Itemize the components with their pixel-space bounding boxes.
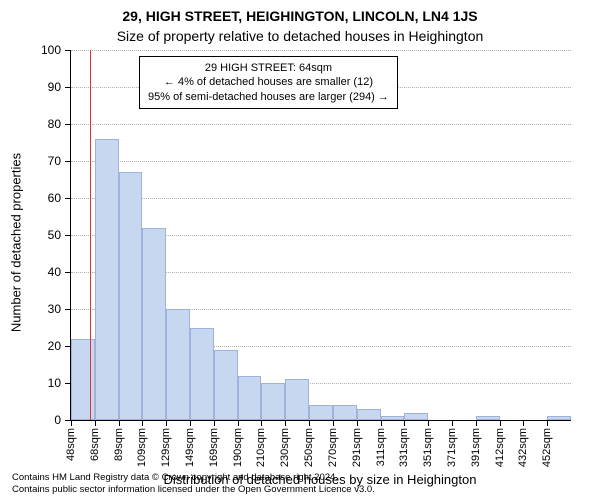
x-tick (547, 420, 548, 426)
y-axis-title: Number of detached properties (9, 153, 24, 332)
x-tick (523, 420, 524, 426)
x-tick-label: 270sqm (327, 428, 339, 467)
histogram-bar (547, 416, 571, 420)
grid-line (71, 198, 571, 199)
annotation-line: ← 4% of detached houses are smaller (12) (148, 75, 389, 89)
x-tick (142, 420, 143, 426)
chart-plot-area: 010203040506070809010048sqm68sqm89sqm109… (70, 50, 571, 421)
x-tick-label: 351sqm (422, 428, 434, 467)
x-tick-label: 432sqm (517, 428, 529, 467)
x-tick (428, 420, 429, 426)
y-tick-label: 90 (48, 80, 61, 94)
x-tick (309, 420, 310, 426)
histogram-bar (71, 339, 95, 420)
histogram-bar (214, 350, 238, 420)
annotation-line: 95% of semi-detached houses are larger (… (148, 90, 389, 104)
y-tick-label: 100 (41, 43, 61, 57)
x-tick-label: 371sqm (446, 428, 458, 467)
y-tick-label: 30 (48, 302, 61, 316)
y-tick (65, 50, 71, 51)
x-tick (476, 420, 477, 426)
histogram-bar (309, 405, 333, 420)
histogram-bar (95, 139, 119, 420)
x-tick-label: 190sqm (232, 428, 244, 467)
y-tick-label: 60 (48, 191, 61, 205)
histogram-bar (166, 309, 190, 420)
x-tick (238, 420, 239, 426)
chart-inner: 010203040506070809010048sqm68sqm89sqm109… (71, 50, 571, 420)
x-tick (261, 420, 262, 426)
y-tick-label: 80 (48, 117, 61, 131)
y-tick (65, 272, 71, 273)
y-tick (65, 235, 71, 236)
x-tick-label: 169sqm (208, 428, 220, 467)
y-tick-label: 10 (48, 376, 61, 390)
y-tick-label: 20 (48, 339, 61, 353)
x-tick (166, 420, 167, 426)
page-subtitle: Size of property relative to detached ho… (0, 28, 600, 44)
x-tick-label: 210sqm (255, 428, 267, 467)
page-title: 29, HIGH STREET, HEIGHINGTON, LINCOLN, L… (0, 8, 600, 24)
x-tick (357, 420, 358, 426)
histogram-bar (261, 383, 285, 420)
y-tick (65, 124, 71, 125)
histogram-bar (238, 376, 262, 420)
footer-line2: Contains public sector information licen… (12, 484, 375, 496)
x-tick-label: 89sqm (113, 428, 125, 461)
x-tick-label: 250sqm (303, 428, 315, 467)
histogram-bar (381, 416, 405, 420)
x-tick-label: 48sqm (65, 428, 77, 461)
x-tick-label: 391sqm (470, 428, 482, 467)
x-tick-label: 311sqm (375, 428, 387, 466)
y-tick (65, 87, 71, 88)
histogram-bar (357, 409, 381, 420)
x-tick-label: 129sqm (160, 428, 172, 467)
y-tick (65, 161, 71, 162)
x-tick-label: 331sqm (398, 428, 410, 467)
histogram-bar (285, 379, 309, 420)
grid-line (71, 50, 571, 51)
x-tick (333, 420, 334, 426)
y-tick (65, 309, 71, 310)
y-tick-label: 70 (48, 154, 61, 168)
x-tick-label: 149sqm (184, 428, 196, 467)
reference-line (90, 50, 91, 420)
grid-line (71, 161, 571, 162)
x-tick-label: 68sqm (89, 428, 101, 461)
annotation-line: 29 HIGH STREET: 64sqm (148, 61, 389, 75)
histogram-bar (190, 328, 214, 421)
x-tick (119, 420, 120, 426)
x-tick (95, 420, 96, 426)
y-tick-label: 50 (48, 228, 61, 242)
x-tick-label: 291sqm (351, 428, 363, 467)
histogram-bar (404, 413, 428, 420)
histogram-bar (333, 405, 357, 420)
histogram-bar (119, 172, 143, 420)
x-tick-label: 452sqm (541, 428, 553, 467)
y-tick-label: 0 (54, 413, 61, 427)
annotation-box: 29 HIGH STREET: 64sqm← 4% of detached ho… (139, 56, 398, 109)
x-tick (500, 420, 501, 426)
x-tick-label: 109sqm (136, 428, 148, 467)
x-tick-label: 230sqm (279, 428, 291, 467)
x-tick (190, 420, 191, 426)
x-tick (285, 420, 286, 426)
footer-line1: Contains HM Land Registry data © Crown c… (12, 472, 375, 484)
histogram-bar (142, 228, 166, 420)
x-tick (381, 420, 382, 426)
y-axis-title-wrap: Number of detached properties (6, 50, 26, 420)
y-tick (65, 198, 71, 199)
x-tick (71, 420, 72, 426)
x-tick (404, 420, 405, 426)
footer-attribution: Contains HM Land Registry data © Crown c… (12, 472, 375, 496)
grid-line (71, 124, 571, 125)
y-tick-label: 40 (48, 265, 61, 279)
x-tick-label: 412sqm (494, 428, 506, 467)
x-tick (214, 420, 215, 426)
histogram-bar (476, 416, 500, 420)
x-tick (452, 420, 453, 426)
